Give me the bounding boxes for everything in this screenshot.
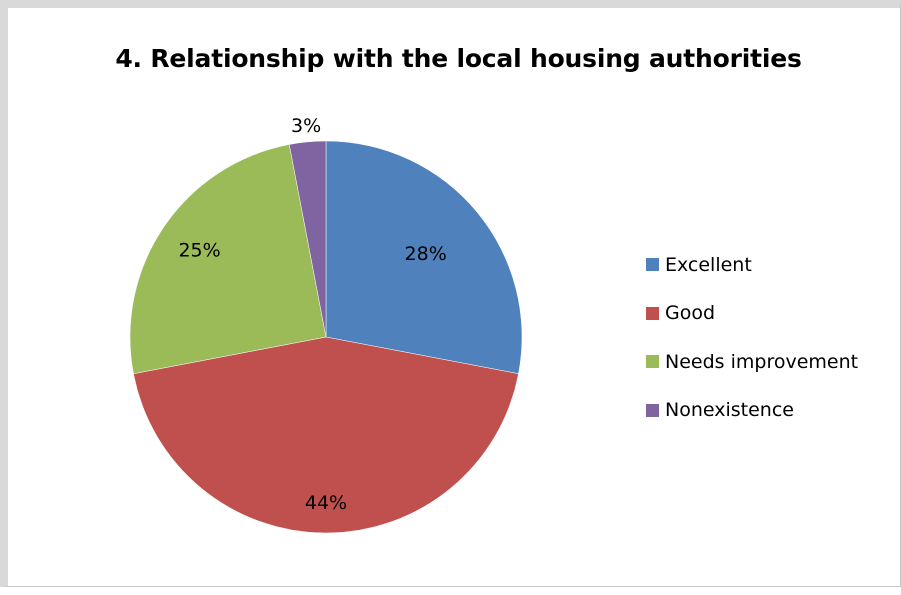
legend-label-excellent: Excellent (665, 253, 752, 276)
pie-slice-excellent (325, 140, 523, 375)
legend-swatch-excellent (646, 258, 659, 271)
chart-title: 4. Relationship with the local housing a… (115, 44, 802, 73)
legend-swatch-good (646, 306, 659, 320)
legend-swatch-nonexistence (646, 403, 659, 417)
legend-label-needs-improvement: Needs improvement (665, 350, 859, 373)
pie-chart: 28% 44% 25% 3% (129, 115, 523, 534)
pie-slice-needs-improvement (129, 144, 327, 375)
pie-slice-nonexistence (288, 140, 327, 338)
pie-slice-good (133, 336, 519, 534)
legend-item-good: Good (646, 301, 858, 326)
data-label-excellent: 28% (405, 243, 447, 265)
legend-label-good: Good (665, 302, 716, 324)
legend: Excellent Good Needs improvement Nonexis… (646, 252, 858, 446)
data-label-nonexistence: 3% (291, 115, 321, 137)
data-label-needs-improvement: 25% (178, 240, 220, 262)
legend-item-nonexistence: Nonexistence (646, 398, 858, 423)
data-label-good: 44% (305, 492, 347, 514)
legend-label-nonexistence: Nonexistence (665, 399, 794, 421)
legend-swatch-needs-improvement (646, 355, 659, 368)
legend-item-excellent: Excellent (646, 252, 858, 277)
legend-item-needs-improvement: Needs improvement (646, 349, 858, 374)
